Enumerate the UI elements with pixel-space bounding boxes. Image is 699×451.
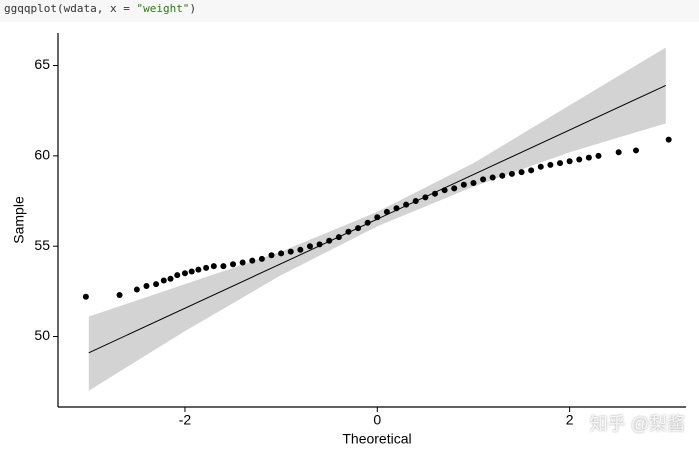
point — [174, 272, 181, 279]
point — [441, 187, 448, 194]
point — [499, 172, 506, 179]
point — [412, 198, 419, 205]
point — [230, 261, 237, 268]
point — [451, 185, 458, 192]
point — [82, 293, 89, 300]
point — [508, 170, 515, 177]
point — [383, 208, 390, 215]
point — [489, 174, 496, 181]
code-text: ggqqplot(wdata, x = — [4, 2, 137, 15]
x-tick-label: -2 — [179, 412, 192, 428]
watermark: 知乎 @梨酱 — [589, 414, 685, 434]
point — [258, 255, 265, 262]
point — [167, 275, 174, 282]
point — [665, 136, 672, 143]
point — [287, 248, 294, 255]
point — [528, 167, 535, 174]
y-tick-label: 65 — [34, 56, 50, 72]
point — [595, 152, 602, 159]
y-axis-title: Sample — [11, 196, 27, 244]
point — [518, 169, 525, 176]
point — [326, 237, 333, 244]
point — [116, 291, 123, 298]
point — [306, 243, 313, 250]
point — [203, 264, 210, 271]
code-text: ) — [189, 2, 197, 15]
point — [615, 149, 622, 156]
point — [160, 277, 167, 284]
point — [316, 241, 323, 248]
point — [557, 160, 564, 167]
point — [547, 161, 554, 168]
point — [364, 219, 371, 226]
y-tick-label: 50 — [34, 327, 50, 343]
point — [335, 234, 342, 241]
point — [249, 257, 256, 264]
chart: Sample Theoretical 50 55 60 65 -2 0 2 — [0, 22, 699, 451]
point — [210, 263, 217, 270]
point — [355, 225, 362, 232]
point — [239, 259, 246, 266]
point — [537, 163, 544, 170]
point — [374, 214, 381, 221]
point — [181, 270, 188, 277]
point — [153, 281, 160, 288]
point — [480, 176, 487, 183]
point — [268, 252, 275, 259]
point — [566, 158, 573, 165]
x-tick-label: 2 — [566, 412, 574, 428]
point — [431, 190, 438, 197]
point — [403, 201, 410, 208]
point — [143, 282, 150, 289]
point — [393, 205, 400, 212]
y-tick-label: 55 — [34, 237, 50, 253]
point — [278, 250, 285, 257]
point — [188, 268, 195, 275]
point — [632, 147, 639, 154]
x-tick-label: 0 — [373, 412, 381, 428]
point — [470, 179, 477, 186]
point — [460, 181, 467, 188]
code-string: "weight" — [136, 2, 190, 15]
point — [195, 266, 202, 273]
point — [576, 156, 583, 163]
point — [422, 194, 429, 201]
point — [220, 263, 227, 270]
point — [297, 246, 304, 253]
point — [133, 286, 140, 293]
x-axis-title: Theoretical — [342, 431, 411, 447]
y-tick-label: 60 — [34, 147, 50, 163]
point — [345, 228, 352, 235]
code-line: ggqqplot(wdata, x = "weight") — [4, 2, 196, 15]
point — [585, 154, 592, 161]
